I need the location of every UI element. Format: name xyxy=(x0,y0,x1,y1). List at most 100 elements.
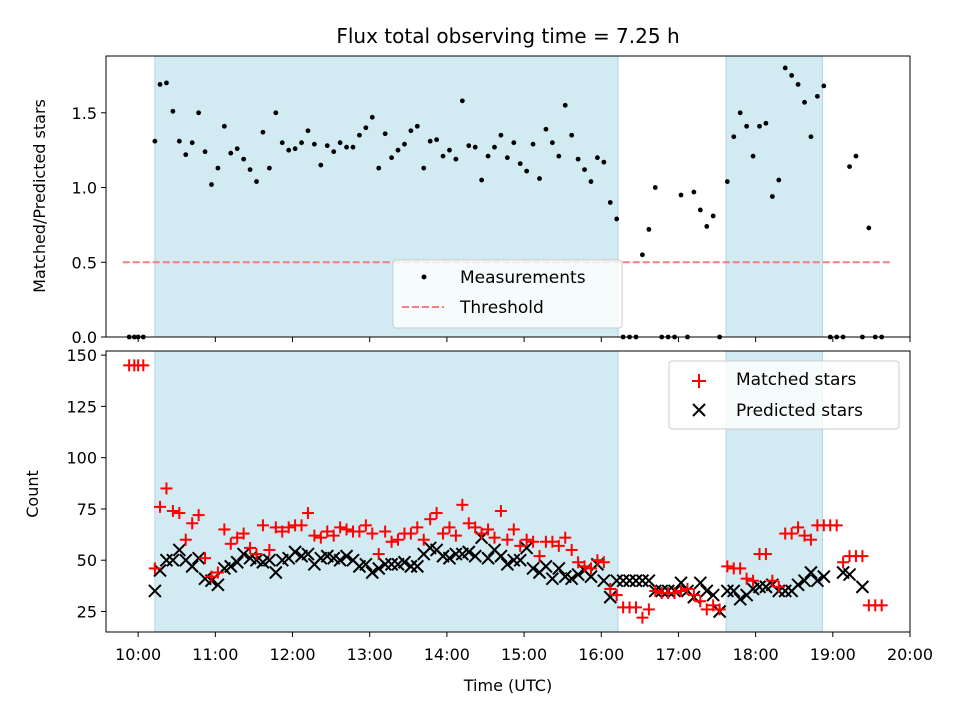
predicted-star-point xyxy=(720,584,735,598)
predicted-star-stroke xyxy=(269,565,283,580)
matched-star-point xyxy=(192,509,205,522)
chart-title: Flux total observing time = 7.25 h xyxy=(336,24,679,48)
predicted-star-stroke xyxy=(609,574,624,588)
measurement-point xyxy=(427,138,433,144)
matched-star-point xyxy=(411,521,424,534)
matched-star-point xyxy=(282,521,295,534)
predicted-star-stroke xyxy=(442,551,457,565)
predicted-star-stroke xyxy=(320,549,334,563)
predicted-star-stroke xyxy=(693,576,708,590)
measurement-point xyxy=(537,176,542,181)
top-y-axis: 0.0 0.5 1.0 1.5 xyxy=(72,104,106,347)
measurement-point xyxy=(737,110,743,116)
measurement-point xyxy=(866,225,872,231)
predicted-star-stroke xyxy=(797,574,812,588)
measurement-point xyxy=(421,165,427,171)
predicted-star-stroke xyxy=(836,565,850,580)
predicted-star-point xyxy=(810,574,825,588)
predicted-star-point xyxy=(449,547,463,561)
measurement-point xyxy=(492,144,497,150)
measurement-point xyxy=(202,149,208,155)
measurement-point xyxy=(549,140,555,146)
measurement-point xyxy=(847,164,852,170)
matched-star-point xyxy=(597,556,610,569)
bottom-x-axis: 10:00 11:00 12:00 13:00 14:00 15:00 16:00 17:00… xyxy=(115,632,933,664)
matched-star-point xyxy=(263,543,276,556)
matched-star-point xyxy=(552,539,565,552)
predicted-star-stroke xyxy=(494,549,508,563)
matched-star-point xyxy=(675,584,688,597)
predicted-star-stroke xyxy=(507,553,521,567)
predicted-star-stroke xyxy=(629,574,643,588)
measurement-point xyxy=(324,143,330,149)
matched-star-point xyxy=(559,531,572,544)
matched-star-point xyxy=(501,533,514,546)
predicted-star-stroke xyxy=(622,574,637,588)
predicted-star-point xyxy=(410,559,425,574)
legend-measurements-marker xyxy=(421,274,427,280)
measurement-point xyxy=(814,93,820,99)
matched-star-point xyxy=(830,519,843,532)
top-axes-frame xyxy=(105,55,911,338)
predicted-star-point xyxy=(148,584,162,598)
measurement-point xyxy=(337,140,343,146)
top-y-axis-label: Matched/Predicted stars xyxy=(30,99,49,293)
measurement-point xyxy=(344,144,349,150)
predicted-star-stroke xyxy=(700,584,714,598)
predicted-star-point xyxy=(700,584,714,598)
y-tick-label: 1.0 xyxy=(72,179,97,198)
predicted-star-point xyxy=(564,571,579,586)
predicted-star-point xyxy=(359,557,373,572)
matched-star-point xyxy=(372,548,385,561)
measurement-point xyxy=(183,152,189,158)
predicted-star-stroke xyxy=(706,588,720,602)
top-legend-box xyxy=(392,259,623,329)
measurement-point xyxy=(776,177,782,183)
measurement-point xyxy=(209,182,214,187)
legend-matched-label: Matched stars xyxy=(736,370,856,390)
matched-star-point xyxy=(591,554,604,567)
matched-star-point xyxy=(301,507,314,520)
matched-star-point xyxy=(520,533,533,546)
legend-predicted-marker xyxy=(692,403,706,417)
legend-predicted-label: Predicted stars xyxy=(736,401,863,421)
legend-threshold-label: Threshold xyxy=(459,298,544,318)
matched-star-point xyxy=(798,529,811,542)
predicted-star-point xyxy=(752,580,767,594)
measurement-point xyxy=(543,126,549,132)
matched-star-point xyxy=(340,523,353,536)
x-tick-label: 18:00 xyxy=(733,645,779,664)
x-tick-label: 13:00 xyxy=(347,645,393,664)
matched-star-point xyxy=(584,562,597,575)
measurement-point xyxy=(164,80,169,86)
measurement-point xyxy=(511,140,517,146)
predicted-star-stroke xyxy=(791,578,805,592)
predicted-star-point xyxy=(339,549,354,563)
measurement-point xyxy=(524,168,530,174)
matched-star-point xyxy=(314,531,327,544)
predicted-star-point xyxy=(804,565,818,580)
predicted-star-point xyxy=(365,565,379,580)
predicted-star-stroke xyxy=(564,571,579,586)
predicted-star-stroke xyxy=(545,571,560,586)
matched-star-point xyxy=(366,527,379,540)
matched-star-point xyxy=(404,527,417,540)
bottom-panel: 25 50 75 100 125 150 10:00 11:00 12:00 13:00 14:0… xyxy=(23,346,933,695)
measurement-point xyxy=(215,165,221,171)
measurement-point xyxy=(292,146,298,152)
predicted-star-stroke xyxy=(727,584,741,598)
predicted-star-stroke xyxy=(436,549,450,563)
measurement-point xyxy=(595,155,600,161)
matched-star-point xyxy=(713,603,726,616)
measurement-point xyxy=(305,128,311,134)
top-x-ticks xyxy=(137,337,911,342)
measurement-point xyxy=(795,81,801,87)
measurement-point xyxy=(498,132,504,138)
matched-star-point xyxy=(482,523,495,536)
predicted-star-stroke xyxy=(397,555,412,569)
matched-star-point xyxy=(295,519,308,532)
matched-star-point xyxy=(507,523,520,536)
matched-star-point xyxy=(437,527,450,540)
matched-star-point xyxy=(494,504,507,517)
measurement-point xyxy=(601,159,607,165)
